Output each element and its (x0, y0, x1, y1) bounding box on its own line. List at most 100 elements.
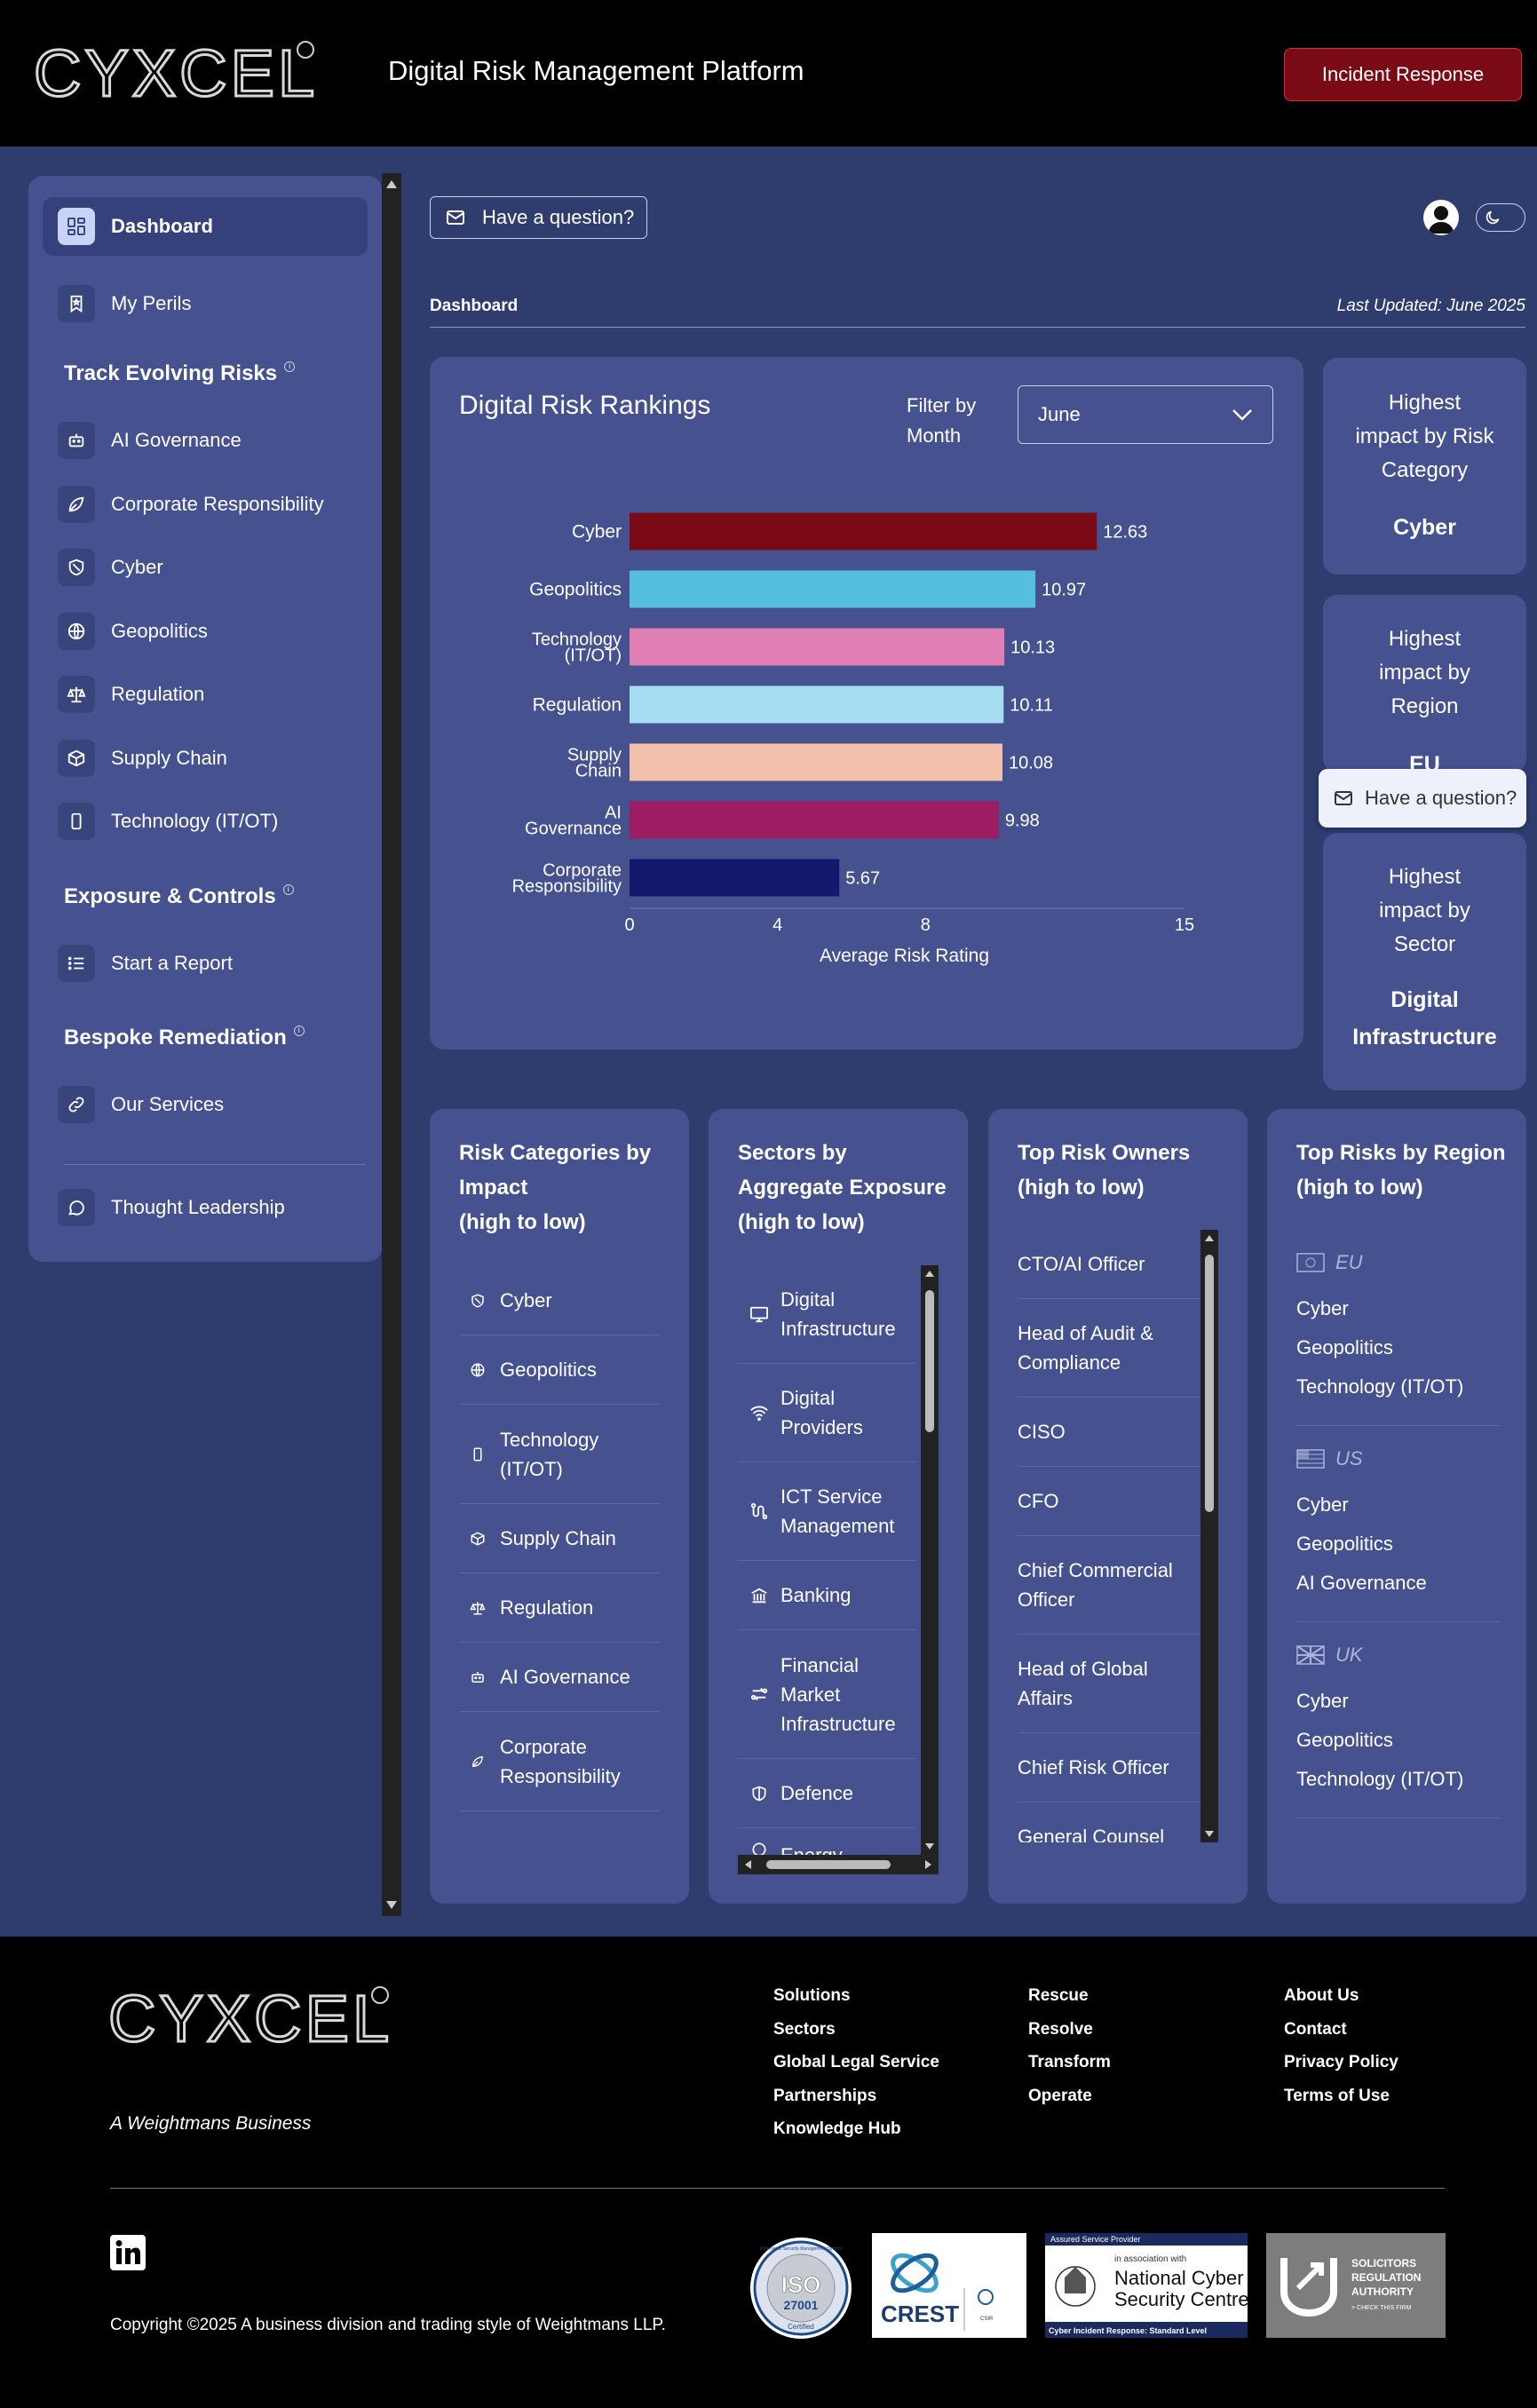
box-icon (58, 740, 95, 777)
chart-tick-label: 0 (624, 915, 634, 935)
footer-link-rescue[interactable]: Rescue (1028, 1986, 1089, 2005)
footer-link-solutions[interactable]: Solutions (773, 1986, 851, 2005)
scroll-down-arrow-icon[interactable] (386, 1901, 397, 1909)
chart-data-label: 10.97 (1042, 581, 1086, 600)
footer-cyxcel-logo[interactable]: CYXCEL (108, 1983, 392, 2054)
cyxcel-logo[interactable]: CYXCEL (34, 37, 318, 108)
sectors-scroll-area[interactable]: Digital Infrastructure Digital Providers I… (738, 1265, 939, 1855)
list-item[interactable]: Chief Commercial Officer (1018, 1536, 1200, 1635)
info-icon[interactable]: i (282, 884, 294, 895)
list-item[interactable]: Chief Risk Officer (1018, 1733, 1200, 1802)
list-item[interactable]: CFO (1018, 1467, 1200, 1536)
list-item-label: AI Governance (500, 1666, 630, 1688)
footer-link-sectors[interactable]: Sectors (773, 2019, 836, 2039)
list-item[interactable]: Cyber (459, 1266, 660, 1335)
section-exposure-controls: Exposure & Controls i (64, 884, 294, 909)
footer-link-contact[interactable]: Contact (1284, 2019, 1347, 2039)
footer-link-terms-of-use[interactable]: Terms of Use (1284, 2086, 1390, 2105)
footer-link-knowledge-hub[interactable]: Knowledge Hub (773, 2119, 901, 2138)
sidebar-item-ai-governance[interactable]: AI Governance (43, 411, 368, 470)
incident-response-button[interactable]: Incident Response (1284, 48, 1522, 101)
card-title-line: Aggregate Exposure (738, 1176, 947, 1200)
label-line: Financial (780, 1653, 860, 1676)
list-item[interactable]: Geopolitics (459, 1335, 660, 1405)
scroll-up-arrow-icon[interactable] (386, 180, 397, 188)
sidebar-item-label: Geopolitics (111, 620, 208, 642)
ncsc-name-line: Security Centre (1114, 2288, 1248, 2310)
list-item[interactable]: Defence (738, 1759, 915, 1828)
kpi-label-line: Region (1390, 694, 1459, 718)
label-line: Technology (500, 1428, 599, 1451)
scroll-up-arrow-icon[interactable] (924, 1269, 935, 1278)
list-item[interactable]: Regulation (459, 1573, 660, 1643)
scroll-thumb[interactable] (766, 1860, 891, 1869)
list-item[interactable]: Corporate Responsibility (459, 1712, 660, 1811)
sidebar-item-dashboard[interactable]: Dashboard (43, 197, 368, 256)
page-scrollbar[interactable] (382, 173, 401, 1916)
kpi-value-line: Infrastructure (1352, 1025, 1497, 1050)
month-select[interactable]: June (1018, 385, 1273, 444)
scroll-up-arrow-icon[interactable] (1204, 1233, 1215, 1242)
list-item[interactable]: Energy (738, 1828, 915, 1855)
footer-link-partnerships[interactable]: Partnerships (773, 2086, 877, 2105)
sidebar-item-geopolitics[interactable]: Geopolitics (43, 602, 368, 661)
sidebar-item-corporate-responsibility[interactable]: Corporate Responsibility (43, 475, 368, 534)
scroll-thumb[interactable] (925, 1290, 934, 1432)
owners-vertical-scrollbar[interactable] (1200, 1230, 1218, 1842)
sidebar-item-label: Regulation (111, 683, 205, 705)
crest-text: CREST (881, 2301, 959, 2327)
list-item[interactable]: Head of Audit & Compliance (1018, 1299, 1200, 1398)
app-title: Digital Risk Management Platform (388, 55, 804, 86)
have-a-question-button[interactable]: Have a question? (430, 196, 647, 239)
sidebar-item-technology[interactable]: Technology (IT/OT) (43, 792, 368, 851)
owners-scroll-area[interactable]: CTO/AI Officer Head of Audit & Compliance… (988, 1230, 1201, 1842)
scroll-down-arrow-icon[interactable] (1204, 1830, 1215, 1839)
footer-link-about-us[interactable]: About Us (1284, 1986, 1359, 2005)
sra-text-line: REGULATION (1351, 2271, 1421, 2284)
theme-toggle[interactable] (1476, 203, 1525, 232)
sidebar: Dashboard My Perils Track Evolving Risks… (28, 176, 382, 1262)
footer-link-privacy-policy[interactable]: Privacy Policy (1284, 2053, 1398, 2071)
chart-category-label: Supply (567, 746, 622, 765)
footer-link-global-legal-service[interactable]: Global Legal Service (773, 2053, 939, 2071)
sidebar-item-supply-chain[interactable]: Supply Chain (43, 729, 368, 788)
list-item[interactable]: Digital Providers (738, 1364, 915, 1462)
scroll-right-arrow-icon[interactable] (924, 1859, 933, 1870)
scroll-down-arrow-icon[interactable] (924, 1842, 935, 1851)
footer-link-transform[interactable]: Transform (1028, 2053, 1111, 2071)
list-item[interactable]: Financial Market Infrastructure (738, 1630, 915, 1759)
list-item[interactable]: General Counsel (1018, 1802, 1200, 1842)
user-avatar-icon[interactable] (1423, 200, 1459, 235)
list-item[interactable]: Digital Infrastructure (738, 1265, 915, 1364)
sidebar-item-cyber[interactable]: Cyber (43, 538, 368, 597)
info-icon[interactable]: i (284, 361, 296, 372)
floating-question-button[interactable]: Have a question? (1319, 769, 1526, 828)
kpi-card-sector: Highest impact by Sector Digital Infrast… (1323, 833, 1526, 1090)
sectors-horizontal-scrollbar[interactable] (738, 1855, 939, 1874)
list-item[interactable]: Banking (738, 1561, 915, 1630)
linkedin-icon[interactable] (110, 2235, 146, 2270)
sectors-vertical-scrollbar[interactable] (921, 1265, 939, 1855)
sidebar-item-thought-leadership[interactable]: Thought Leadership (43, 1178, 368, 1237)
scroll-left-arrow-icon[interactable] (743, 1859, 752, 1870)
list-item[interactable]: Head of Global Affairs (1018, 1635, 1200, 1733)
sidebar-item-our-services[interactable]: Our Services (43, 1075, 368, 1134)
footer-link-resolve[interactable]: Resolve (1028, 2019, 1093, 2039)
sidebar-item-my-perils[interactable]: My Perils (43, 274, 368, 333)
list-item[interactable]: Technology (IT/OT) (459, 1405, 660, 1504)
sidebar-item-start-report[interactable]: Start a Report (43, 934, 368, 993)
info-icon[interactable]: i (293, 1026, 305, 1036)
list-item[interactable]: CISO (1018, 1398, 1200, 1467)
scroll-thumb[interactable] (1205, 1255, 1214, 1512)
card-title-line: Top Risk Owners (1018, 1141, 1191, 1165)
chart-data-label: 5.67 (845, 869, 880, 889)
list-item[interactable]: ICT Service Management (738, 1462, 915, 1561)
list-item[interactable]: Supply Chain (459, 1504, 660, 1573)
sidebar-item-regulation[interactable]: Regulation (43, 665, 368, 724)
footer-link-operate[interactable]: Operate (1028, 2086, 1092, 2105)
list-item[interactable]: CTO/AI Officer (1018, 1230, 1200, 1299)
list-item-label: Cyber (500, 1289, 552, 1311)
list-item[interactable]: AI Governance (459, 1643, 660, 1712)
label-line: Infrastructure (780, 1318, 896, 1340)
breadcrumb[interactable]: Dashboard (430, 297, 519, 315)
